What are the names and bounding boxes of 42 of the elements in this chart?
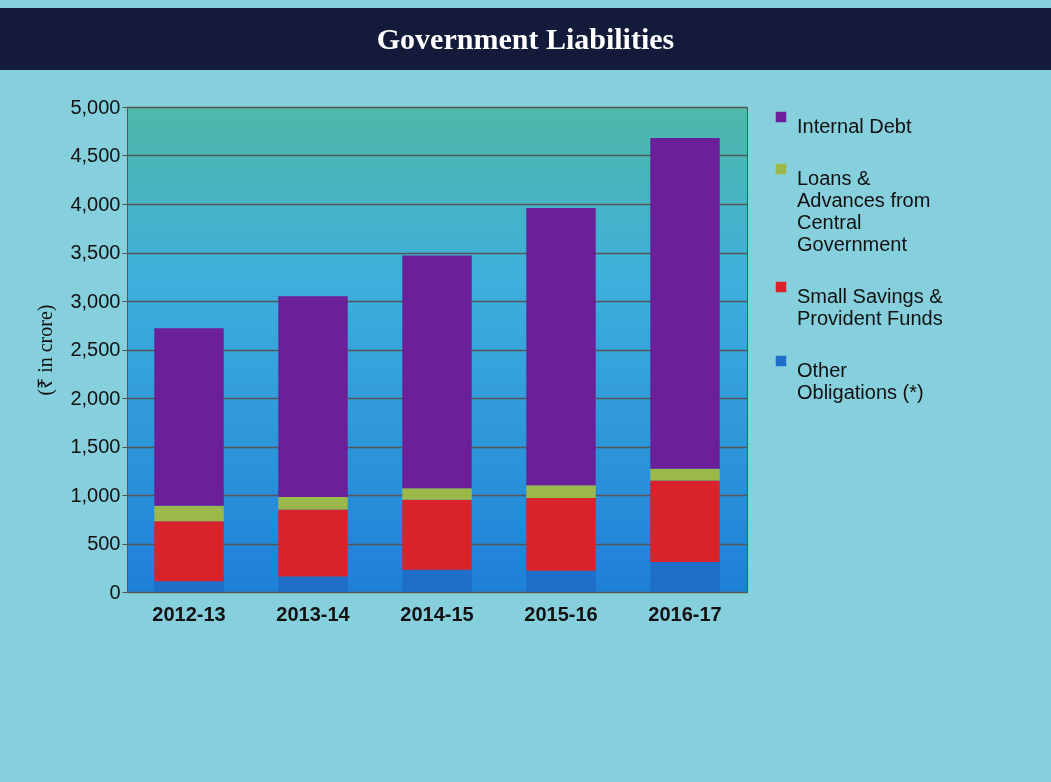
bar	[154, 581, 224, 592]
bar	[650, 561, 720, 592]
y-axis-title: (₹ in crore)	[34, 304, 58, 396]
y-tick-label: 2,000	[70, 386, 121, 409]
chart-title: Government Liabilities	[0, 8, 1051, 70]
bar	[650, 138, 720, 469]
bar	[526, 497, 596, 571]
legend-label: Loans & Advances from Central Government	[797, 167, 931, 255]
bar	[402, 488, 472, 500]
bar	[526, 570, 596, 592]
bar	[154, 521, 224, 582]
y-tick-label: 3,000	[70, 289, 121, 312]
bar	[402, 569, 472, 592]
bar	[402, 255, 472, 489]
bar	[278, 509, 348, 577]
y-tick-label: 500	[87, 532, 121, 554]
x-tick-label: 2012-13	[152, 602, 226, 625]
y-tick-label: 1,500	[70, 435, 121, 457]
bar	[650, 480, 720, 562]
bar	[278, 296, 348, 497]
bar	[278, 496, 348, 510]
y-tick-label: 2,500	[70, 338, 121, 360]
x-tick-label: 2013-14	[276, 602, 351, 625]
bar	[650, 468, 720, 481]
legend-label: Internal Debt	[797, 115, 912, 137]
y-tick-label: 1,000	[70, 483, 121, 506]
bar	[526, 207, 596, 486]
bar	[278, 576, 348, 592]
y-tick-label: 4,000	[70, 192, 121, 215]
y-tick-label: 5,000	[70, 95, 121, 118]
y-tick-label: 4,500	[70, 144, 121, 166]
x-tick-label: 2016-17	[648, 602, 722, 625]
bar	[154, 328, 224, 506]
x-tick-label: 2015-16	[524, 602, 598, 625]
bar	[154, 505, 224, 522]
legend-label: Small Savings & Provident Funds	[797, 285, 944, 329]
y-tick-label: 0	[109, 580, 121, 603]
y-tick-label: 3,500	[70, 241, 121, 263]
bar	[402, 499, 472, 570]
x-tick-label: 2014-15	[400, 602, 474, 625]
legend-label: Other Obligations (*)	[797, 359, 924, 403]
bar	[526, 485, 596, 498]
